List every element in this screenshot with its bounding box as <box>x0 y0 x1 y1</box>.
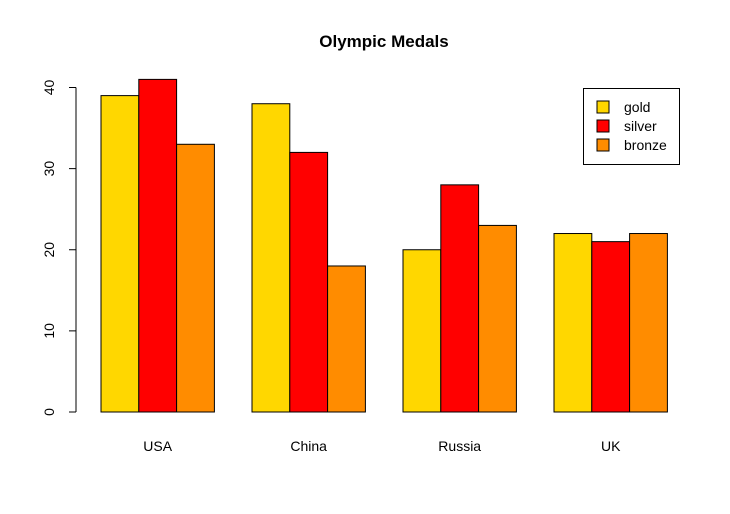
category-labels: USA China Russia UK <box>143 438 621 454</box>
bar-china-bronze <box>327 265 366 413</box>
y-tick-label: 20 <box>41 242 57 258</box>
bar-russia-bronze <box>478 224 517 413</box>
bar-russia-gold <box>402 249 442 413</box>
category-label: USA <box>143 438 172 454</box>
bar-russia-silver <box>440 184 480 413</box>
bars <box>100 78 668 413</box>
bar-usa-silver <box>138 78 178 413</box>
legend-label-silver: silver <box>624 118 657 134</box>
legend-swatch-silver <box>596 119 610 133</box>
category-label: China <box>290 438 327 454</box>
bar-uk-gold <box>553 233 593 413</box>
bar-uk-bronze <box>629 233 668 413</box>
y-tick-label: 40 <box>41 80 57 96</box>
bar-usa-gold <box>100 95 140 413</box>
y-tick-label: 10 <box>41 323 57 339</box>
bar-china-silver <box>289 151 329 413</box>
bar-usa-bronze <box>176 143 215 413</box>
category-label: Russia <box>438 438 481 454</box>
chart-title: Olympic Medals <box>319 32 448 51</box>
legend: gold silver bronze <box>583 88 680 165</box>
y-axis: 0 10 20 30 40 <box>41 80 77 416</box>
bar-uk-silver <box>591 241 631 413</box>
legend-label-bronze: bronze <box>624 137 667 153</box>
legend-label-gold: gold <box>624 99 650 115</box>
legend-swatch-bronze <box>596 138 610 152</box>
category-label: UK <box>601 438 621 454</box>
bar-china-gold <box>251 103 291 413</box>
y-tick-label: 0 <box>41 408 57 416</box>
y-tick-label: 30 <box>41 161 57 177</box>
legend-swatch-gold <box>596 100 610 114</box>
